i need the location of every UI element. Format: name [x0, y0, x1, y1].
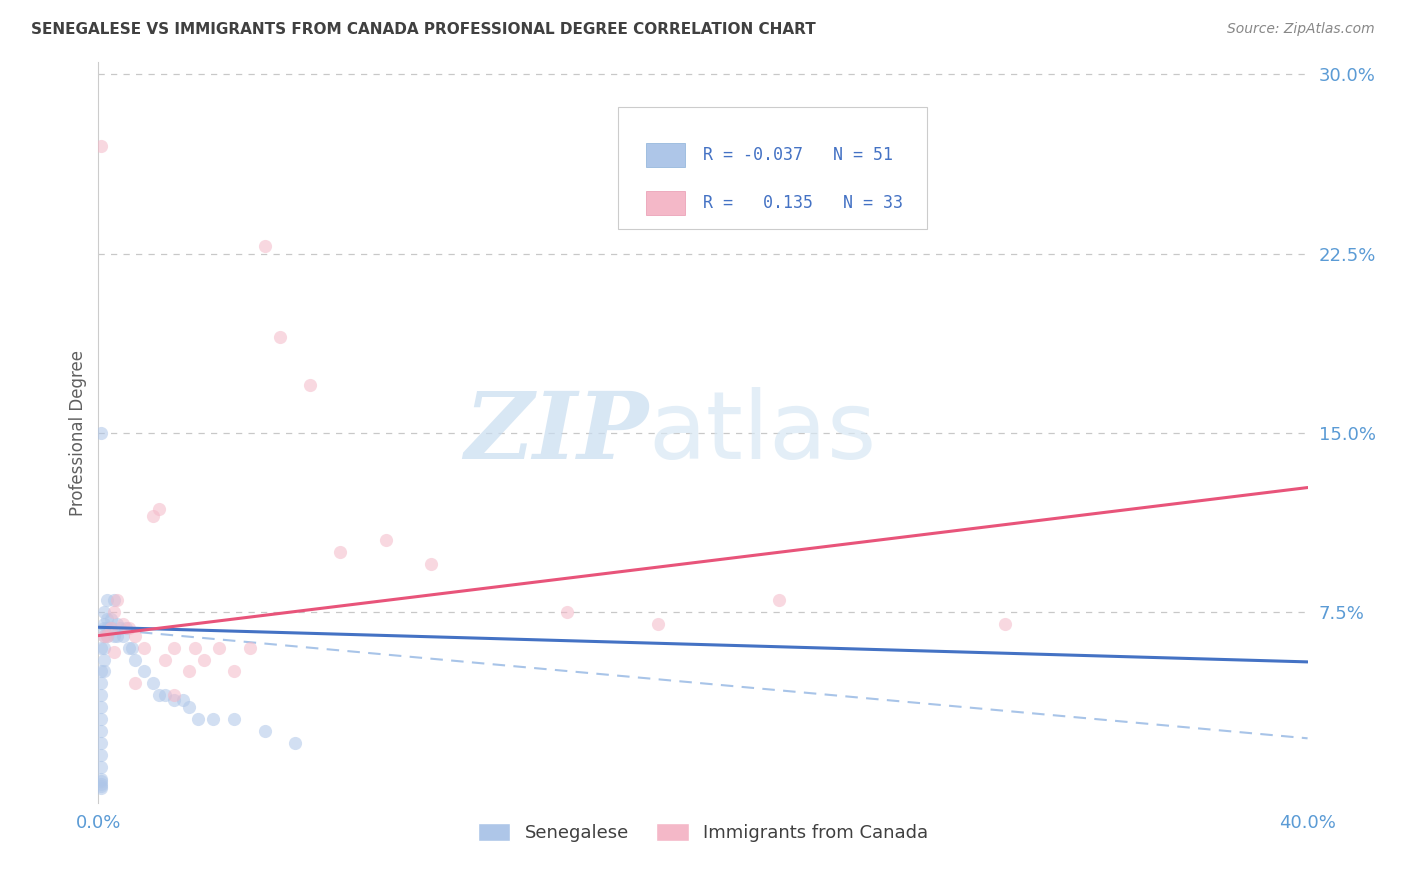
Point: [172, 693, 194, 707]
Point: [93, 629, 115, 643]
Point: [93, 629, 115, 643]
Point: [93, 640, 115, 655]
Point: [96, 629, 118, 643]
Point: [90, 640, 112, 655]
Point: [163, 689, 186, 703]
Point: [93, 665, 115, 679]
Point: [90, 774, 112, 789]
Point: [142, 509, 165, 524]
Point: [103, 645, 125, 659]
Bar: [647, 143, 685, 167]
Point: [90, 665, 112, 679]
Legend: Senegalese, Immigrants from Canada: Senegalese, Immigrants from Canada: [471, 815, 935, 849]
Point: [163, 693, 186, 707]
Point: [420, 557, 443, 571]
Point: [153, 652, 176, 666]
Point: [90, 736, 112, 750]
Point: [111, 616, 134, 631]
Point: [142, 676, 165, 690]
Point: [193, 652, 215, 666]
Point: [124, 676, 146, 690]
Point: [224, 665, 246, 679]
Text: SENEGALESE VS IMMIGRANTS FROM CANADA PROFESSIONAL DEGREE CORRELATION CHART: SENEGALESE VS IMMIGRANTS FROM CANADA PRO…: [31, 22, 815, 37]
Point: [90, 689, 112, 703]
Point: [132, 665, 155, 679]
Text: R = -0.037   N = 51: R = -0.037 N = 51: [703, 146, 893, 164]
FancyBboxPatch shape: [619, 107, 927, 229]
Point: [90, 747, 112, 762]
Point: [299, 377, 322, 392]
Point: [179, 700, 201, 714]
Point: [768, 592, 790, 607]
Point: [96, 612, 118, 626]
Point: [124, 629, 146, 643]
Point: [90, 772, 112, 786]
Point: [239, 640, 262, 655]
Point: [118, 622, 141, 636]
Point: [93, 652, 115, 666]
Point: [100, 612, 122, 626]
Point: [284, 736, 307, 750]
Point: [124, 652, 146, 666]
Point: [269, 330, 291, 344]
Point: [96, 629, 118, 643]
Point: [105, 592, 128, 607]
Point: [100, 622, 122, 636]
Text: ZIP: ZIP: [464, 388, 648, 477]
Point: [90, 779, 112, 793]
Point: [132, 640, 155, 655]
Point: [114, 622, 136, 636]
Point: [163, 640, 186, 655]
Point: [90, 781, 112, 796]
Point: [105, 629, 128, 643]
Point: [90, 700, 112, 714]
Point: [121, 640, 143, 655]
Point: [253, 239, 276, 253]
Point: [148, 502, 170, 516]
Point: [153, 689, 176, 703]
Point: [93, 622, 115, 636]
Bar: [647, 191, 685, 215]
Point: [118, 640, 141, 655]
Point: [103, 629, 125, 643]
Point: [90, 712, 112, 726]
Point: [105, 616, 128, 631]
Point: [96, 622, 118, 636]
Point: [90, 777, 112, 791]
Point: [184, 640, 207, 655]
Point: [253, 724, 276, 739]
Point: [96, 592, 118, 607]
Text: R =   0.135   N = 33: R = 0.135 N = 33: [703, 194, 903, 212]
Point: [90, 676, 112, 690]
Point: [329, 545, 352, 559]
Point: [148, 689, 170, 703]
Point: [90, 724, 112, 739]
Point: [994, 616, 1017, 631]
Point: [100, 622, 122, 636]
Point: [208, 640, 231, 655]
Y-axis label: Professional Degree: Professional Degree: [69, 350, 87, 516]
Point: [90, 760, 112, 774]
Point: [202, 712, 225, 726]
Point: [93, 605, 115, 619]
Point: [111, 629, 134, 643]
Point: [187, 712, 209, 726]
Point: [103, 592, 125, 607]
Point: [90, 139, 112, 153]
Point: [108, 622, 131, 636]
Point: [90, 425, 112, 440]
Point: [647, 616, 669, 631]
Point: [179, 665, 201, 679]
Text: atlas: atlas: [648, 386, 877, 479]
Point: [555, 605, 578, 619]
Point: [374, 533, 396, 547]
Point: [224, 712, 246, 726]
Text: Source: ZipAtlas.com: Source: ZipAtlas.com: [1227, 22, 1375, 37]
Point: [93, 616, 115, 631]
Point: [103, 605, 125, 619]
